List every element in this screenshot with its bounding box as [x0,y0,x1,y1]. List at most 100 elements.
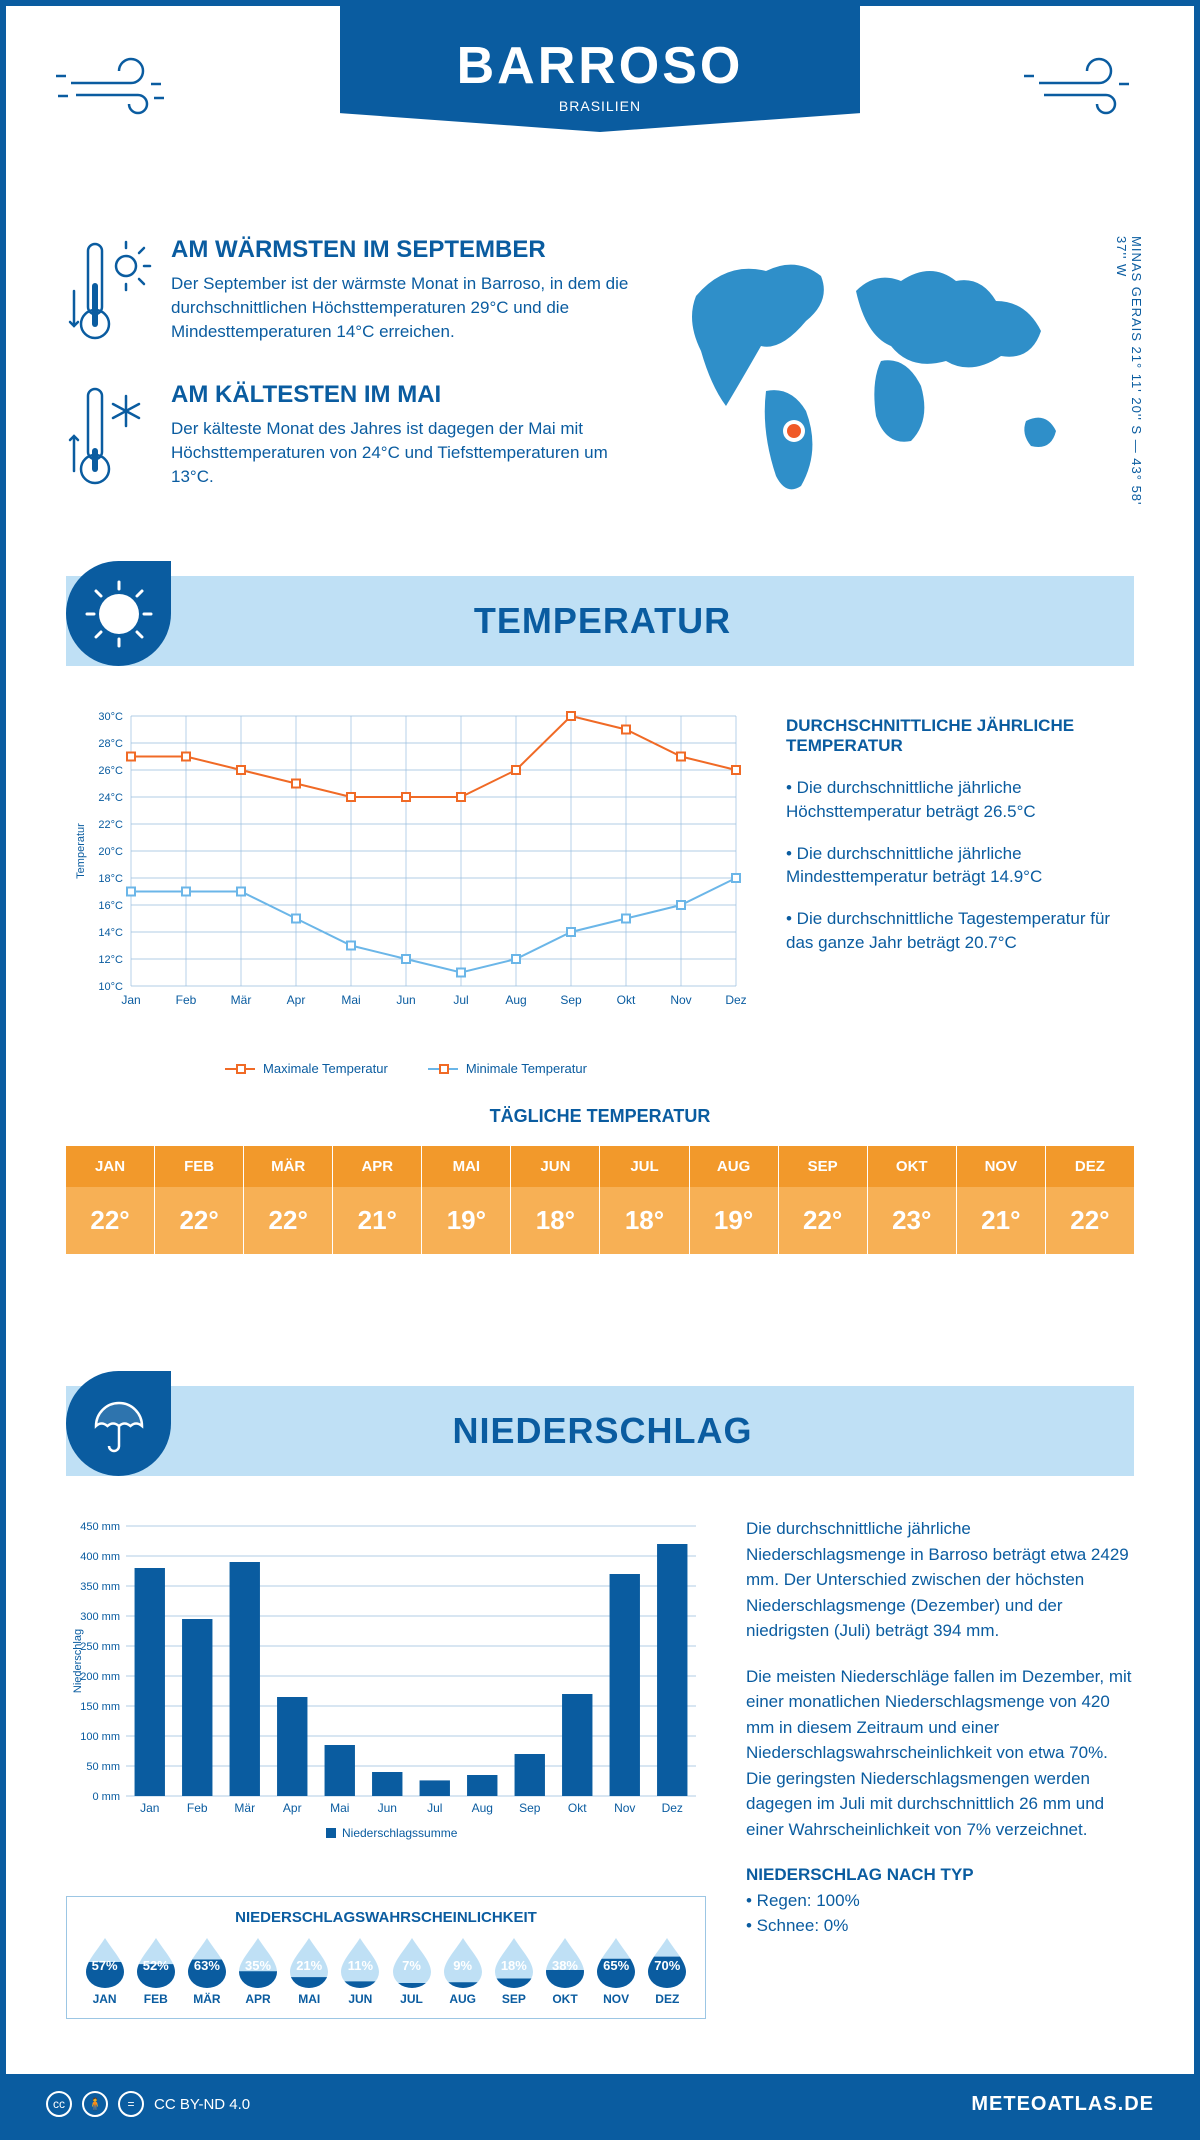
probability-drop: 7% JUL [389,1936,435,2006]
wind-icon [56,46,176,126]
svg-text:400 mm: 400 mm [80,1551,120,1563]
probability-drop: 9% AUG [440,1936,486,2006]
svg-text:Jan: Jan [140,1801,159,1815]
temp-legend: .lg-swatch:nth-child(1)::after{border-co… [66,1061,746,1076]
temp-table-value: 22° [244,1187,333,1254]
temp-table-header: SEP [779,1146,868,1187]
warmest-block: AM WÄRMSTEN IM SEPTEMBER Der September i… [66,236,646,351]
temp-info-item: • Die durchschnittliche jährliche Mindes… [786,842,1134,890]
temp-table-value: 19° [422,1187,511,1254]
sun-icon [66,561,171,666]
svg-text:450 mm: 450 mm [80,1521,120,1533]
svg-text:Mär: Mär [231,993,252,1007]
svg-text:Sep: Sep [560,993,582,1007]
precipitation-bar-chart: 0 mm50 mm100 mm150 mm200 mm250 mm300 mm3… [66,1516,706,1856]
probability-drop: 52% FEB [133,1936,179,2006]
svg-text:Mär: Mär [234,1801,255,1815]
temp-table-value: 22° [779,1187,868,1254]
probability-drop: 11% JUN [337,1936,383,2006]
precipitation-probability-box: NIEDERSCHLAGSWAHRSCHEINLICHKEIT 57% JAN … [66,1896,706,2019]
svg-text:20°C: 20°C [98,846,123,858]
svg-text:22°C: 22°C [98,819,123,831]
temp-table-value: 22° [155,1187,244,1254]
svg-text:30°C: 30°C [98,711,123,723]
svg-text:Nov: Nov [670,993,691,1007]
svg-text:28°C: 28°C [98,738,123,750]
svg-text:14°C: 14°C [98,927,123,939]
svg-text:Nov: Nov [614,1801,635,1815]
svg-text:Jun: Jun [396,993,415,1007]
svg-text:Feb: Feb [176,993,197,1007]
svg-text:Sep: Sep [519,1801,541,1815]
thermometer-sun-icon [66,236,156,351]
license-badge: cc 🧍 = CC BY-ND 4.0 [46,2091,250,2117]
svg-text:Dez: Dez [662,1801,683,1815]
svg-text:Jan: Jan [121,993,140,1007]
svg-text:Apr: Apr [283,1801,302,1815]
temp-table-header: OKT [868,1146,957,1187]
svg-text:Okt: Okt [617,993,636,1007]
precip-type-title: NIEDERSCHLAG NACH TYP [746,1862,1134,1888]
probability-drop: 38% OKT [542,1936,588,2006]
temp-table-header: MAI [422,1146,511,1187]
prob-title: NIEDERSCHLAGSWAHRSCHEINLICHKEIT [79,1909,693,1926]
svg-text:12°C: 12°C [98,954,123,966]
coldest-title: AM KÄLTESTEN IM MAI [171,381,646,409]
svg-text:Apr: Apr [287,993,306,1007]
temp-info-item: • Die durchschnittliche jährliche Höchst… [786,776,1134,824]
svg-text:200 mm: 200 mm [80,1671,120,1683]
warmest-title: AM WÄRMSTEN IM SEPTEMBER [171,236,646,264]
warmest-desc: Der September ist der wärmste Monat in B… [171,272,646,343]
svg-text:18°C: 18°C [98,873,123,885]
wind-icon [1024,46,1144,126]
world-map: MINAS GERAIS 21° 11' 20'' S — 43° 58' 37… [646,236,1134,526]
precip-type-snow: • Schnee: 0% [746,1913,1134,1939]
license-text: CC BY-ND 4.0 [154,2096,250,2113]
probability-drop: 63% MÄR [184,1936,230,2006]
infographic-frame: BARROSO BRASILIEN AM WÄRMSTEN IM SEPTEMB… [0,0,1200,2140]
temp-table-header: AUG [690,1146,779,1187]
cc-icon: cc [46,2091,72,2117]
temp-info-title: DURCHSCHNITTLICHE JÄHRLICHE TEMPERATUR [786,716,1134,756]
temp-table-header: JUN [511,1146,600,1187]
svg-text:350 mm: 350 mm [80,1581,120,1593]
temp-table-header: APR [333,1146,422,1187]
probability-drop: 21% MAI [286,1936,332,2006]
info-section: AM WÄRMSTEN IM SEPTEMBER Der September i… [66,236,1134,526]
legend-min: Minimale Temperatur [466,1061,587,1076]
svg-text:150 mm: 150 mm [80,1701,120,1713]
brand-logo: METEOATLAS.DE [971,2093,1154,2116]
svg-text:10°C: 10°C [98,981,123,993]
temp-table-value: 22° [66,1187,155,1254]
nd-icon: = [118,2091,144,2117]
daily-temp-title: TÄGLICHE TEMPERATUR [6,1106,1194,1127]
temperature-chart-block: 10°C 12°C 14°C 16°C 18°C 20°C 22°C 24°C 26°C 28°C… [66,706,1134,1076]
svg-text:Mai: Mai [341,993,360,1007]
probability-drop: 65% NOV [593,1936,639,2006]
temp-table-header: JAN [66,1146,155,1187]
precip-para: Die meisten Niederschläge fallen im Deze… [746,1664,1134,1843]
svg-text:100 mm: 100 mm [80,1731,120,1743]
precip-para: Die durchschnittliche jährliche Niedersc… [746,1516,1134,1644]
svg-text:16°C: 16°C [98,900,123,912]
svg-text:Aug: Aug [505,993,526,1007]
probability-drop: 57% JAN [82,1936,128,2006]
temp-table-header: FEB [155,1146,244,1187]
svg-text:Niederschlag: Niederschlag [72,1629,84,1693]
temp-table-value: 18° [511,1187,600,1254]
temperature-section-header: TEMPERATUR [66,576,1134,666]
precipitation-section-header: NIEDERSCHLAG [66,1386,1134,1476]
temperature-title: TEMPERATUR [171,600,1134,642]
probability-drop: 18% SEP [491,1936,537,2006]
svg-text:Jun: Jun [378,1801,397,1815]
svg-text:Aug: Aug [472,1801,493,1815]
coldest-block: AM KÄLTESTEN IM MAI Der kälteste Monat d… [66,381,646,496]
svg-text:24°C: 24°C [98,792,123,804]
precipitation-info: Die durchschnittliche jährliche Niedersc… [706,1516,1134,1939]
temp-table-value: 18° [600,1187,689,1254]
svg-text:50 mm: 50 mm [86,1761,120,1773]
precipitation-title: NIEDERSCHLAG [171,1410,1134,1452]
svg-text:26°C: 26°C [98,765,123,777]
temp-table-value: 19° [690,1187,779,1254]
header-banner: BARROSO BRASILIEN [340,6,860,132]
